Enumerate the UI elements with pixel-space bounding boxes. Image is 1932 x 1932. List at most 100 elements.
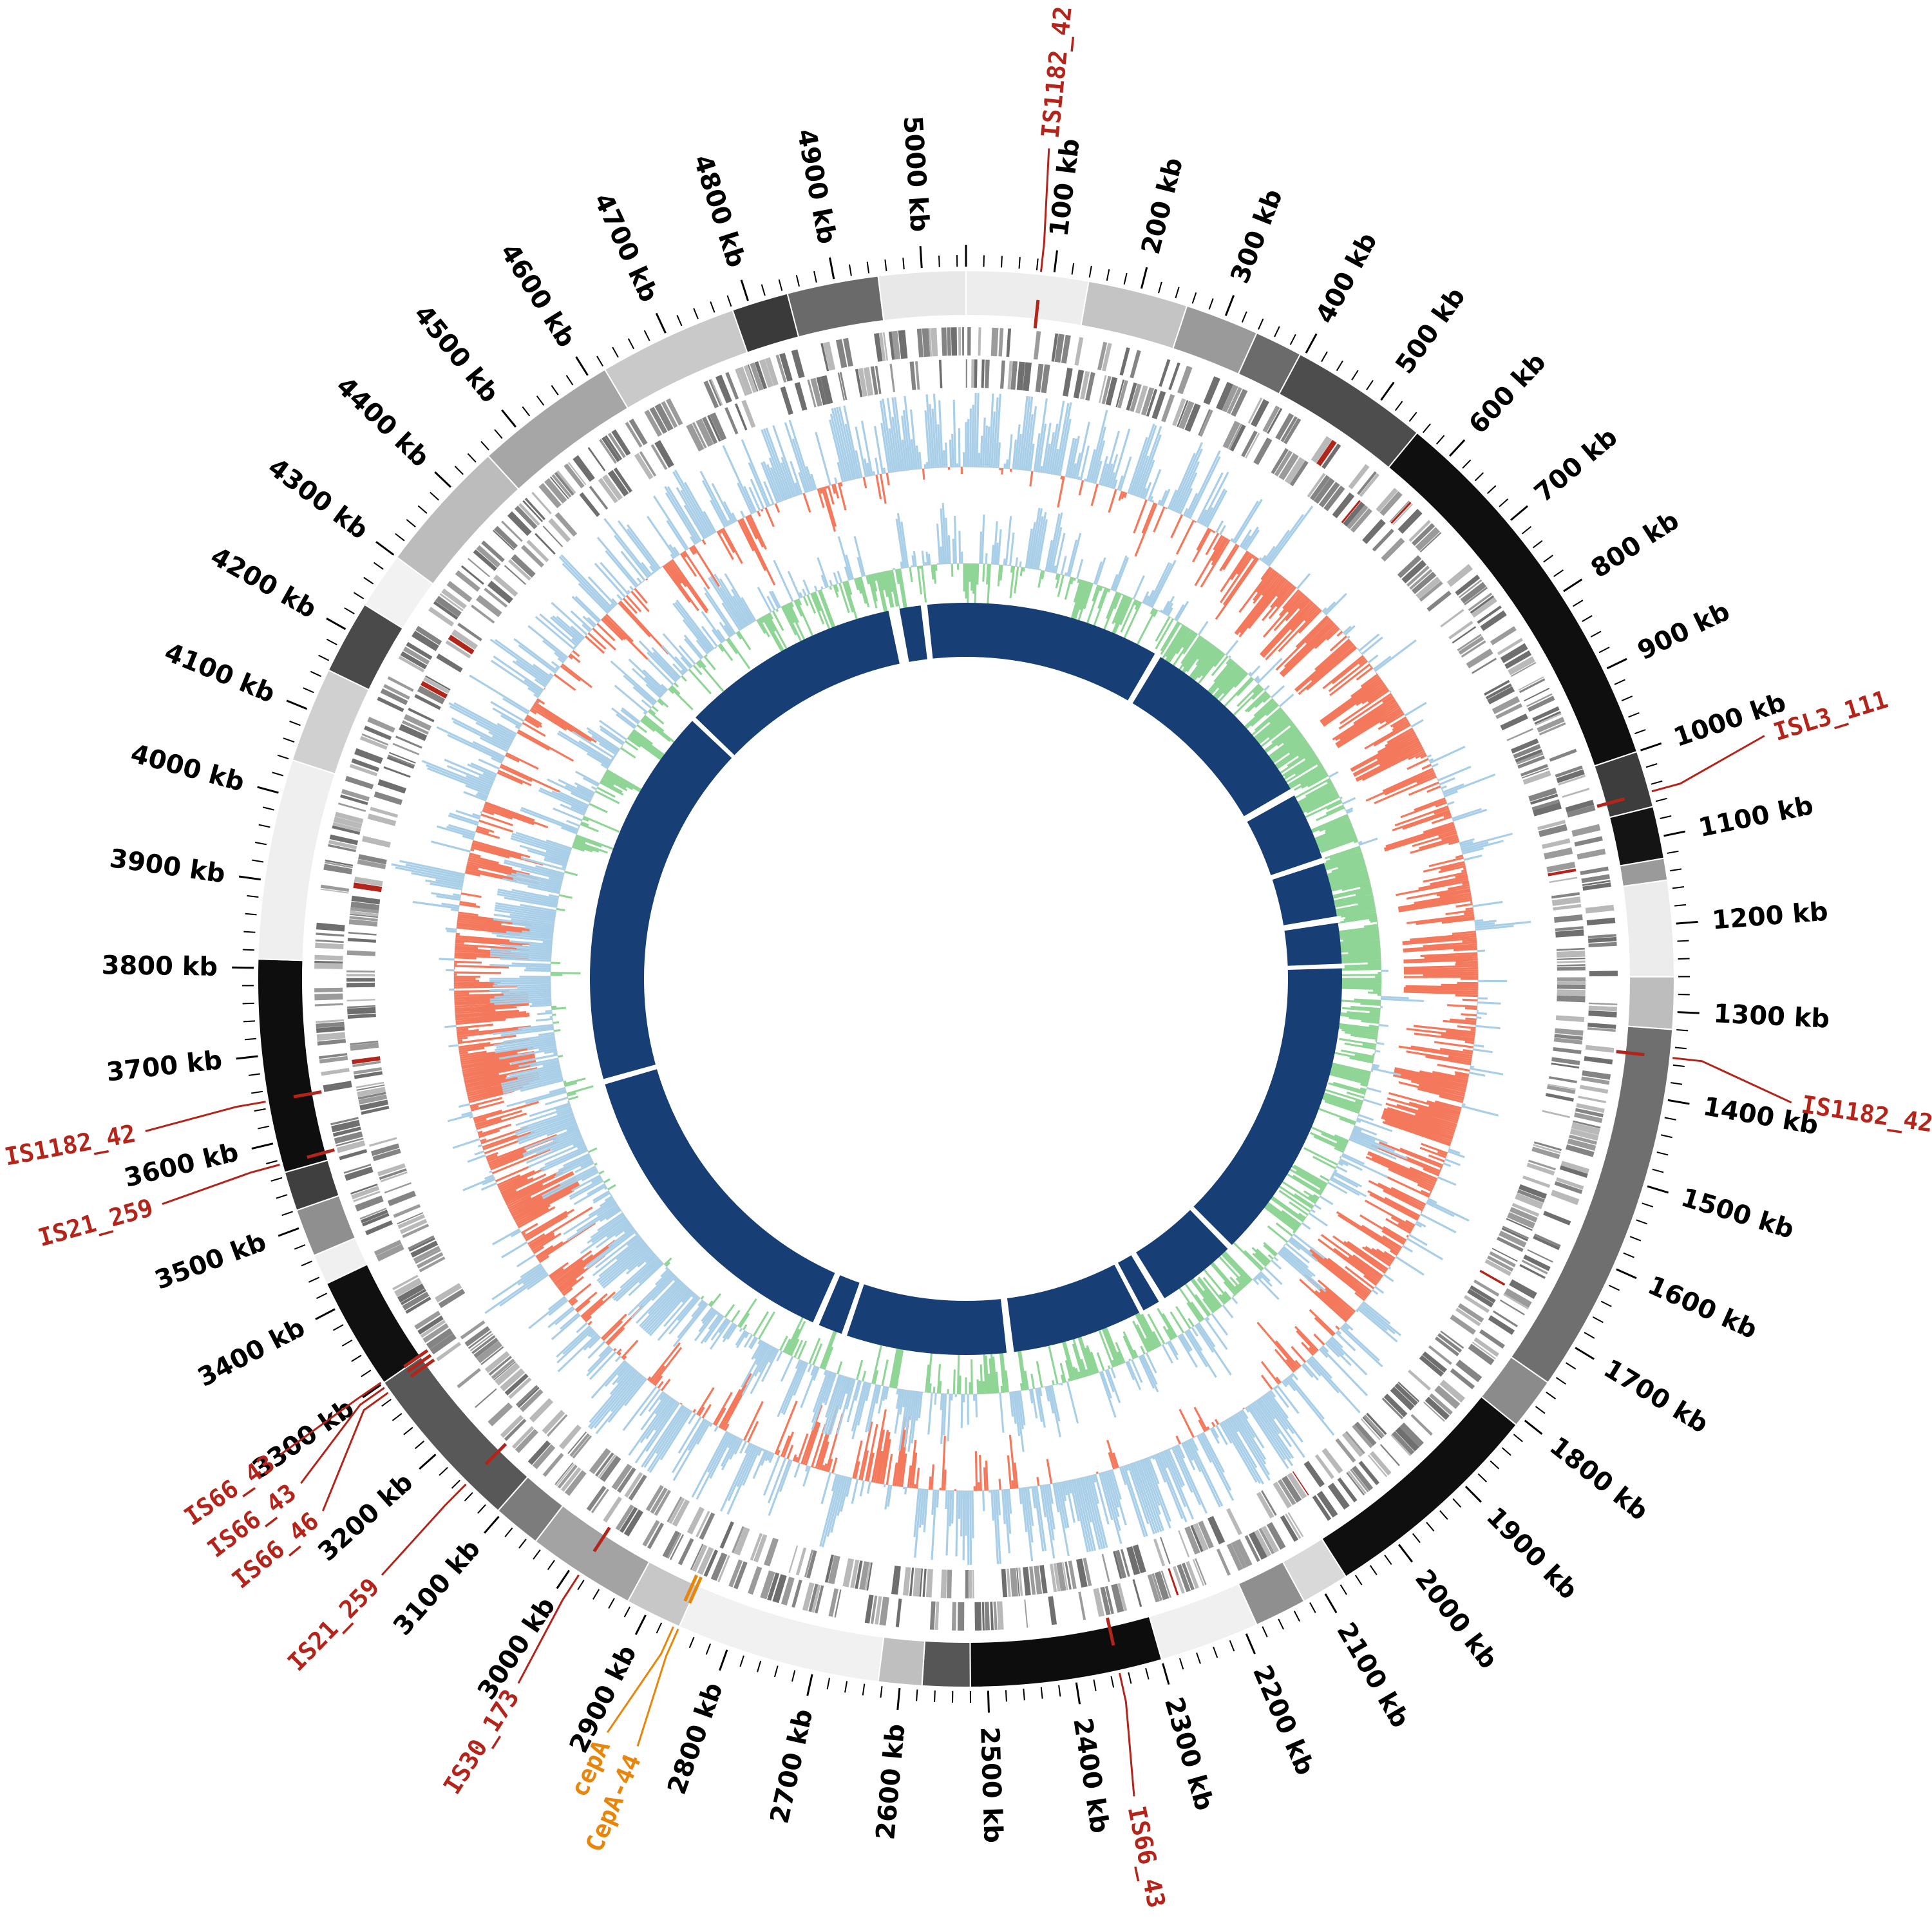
cds-block <box>557 1464 578 1489</box>
cds-block <box>1468 1343 1495 1365</box>
cds-block <box>1416 576 1441 600</box>
cds-block <box>1504 650 1532 669</box>
cds-block <box>333 816 363 829</box>
cds-block <box>843 337 853 367</box>
cds-block <box>346 970 375 973</box>
cds-block <box>1010 361 1018 390</box>
minor-tick <box>1651 780 1663 785</box>
minor-tick <box>1621 696 1633 701</box>
cds-block <box>1557 995 1586 1003</box>
minor-tick <box>884 259 887 272</box>
tick-label: 4400 kb <box>330 371 435 473</box>
cds-block <box>1280 416 1298 442</box>
minor-tick <box>1274 326 1280 337</box>
cds-block <box>1034 1566 1043 1595</box>
cds-block <box>1574 836 1603 847</box>
cds-block <box>870 1595 878 1624</box>
major-tick <box>315 1308 336 1320</box>
cds-block <box>1528 1159 1556 1171</box>
cds-block <box>863 366 874 396</box>
cds-block <box>795 1547 807 1576</box>
cds-block <box>969 1570 972 1599</box>
minor-tick <box>310 670 322 677</box>
gc-content-ring-negative <box>453 466 1479 1491</box>
cds-block <box>1551 1063 1580 1069</box>
cds-block <box>1578 1095 1607 1104</box>
cds-block <box>1285 1513 1302 1539</box>
cds-block <box>347 1005 375 1009</box>
cds-block <box>1589 971 1618 976</box>
cds-block <box>1510 1207 1538 1223</box>
cds-block <box>1303 1461 1325 1488</box>
major-tick <box>1305 333 1318 354</box>
cds-block <box>1007 361 1013 390</box>
cds-block <box>669 1534 685 1560</box>
tick-label: 2800 kb <box>662 1679 729 1798</box>
cds-block <box>1347 504 1368 529</box>
cds-block <box>491 1358 515 1379</box>
cds-block <box>1550 1189 1580 1206</box>
cds-block <box>1359 473 1379 497</box>
cds-block <box>1532 706 1560 722</box>
minor-tick <box>676 315 683 327</box>
cds-block <box>1033 331 1041 360</box>
cds-block <box>1168 362 1180 390</box>
minor-tick <box>1608 1284 1620 1291</box>
cds-block <box>1104 1586 1114 1615</box>
cds-block <box>779 352 793 382</box>
cds-block <box>874 333 883 362</box>
cds-block <box>1450 1314 1476 1335</box>
cds-block <box>1006 1568 1011 1597</box>
major-tick <box>484 1515 500 1534</box>
cds-block <box>1048 1596 1057 1625</box>
minor-tick <box>430 491 439 501</box>
cds-block <box>1548 1076 1577 1084</box>
cds-block <box>1376 488 1398 513</box>
cds-block <box>1360 1418 1381 1441</box>
cds-block <box>788 1545 799 1573</box>
cds-block <box>397 1283 425 1303</box>
minor-tick <box>1584 1332 1595 1339</box>
cds-block <box>839 372 848 401</box>
minor-tick <box>1241 311 1247 323</box>
cds-block <box>677 1538 694 1566</box>
cds-block <box>1316 440 1337 466</box>
cds-block <box>408 708 435 723</box>
cds-block <box>737 366 753 395</box>
tick-label: 1800 kb <box>1544 1431 1653 1526</box>
cds-block <box>1282 1475 1302 1503</box>
cds-block <box>1177 1564 1191 1593</box>
cds-block <box>1111 1584 1124 1613</box>
cds-block <box>1312 1495 1332 1521</box>
cds-block <box>1548 868 1577 876</box>
tick-label: 2200 kb <box>1247 1661 1320 1779</box>
cds-block <box>367 717 395 733</box>
cds-block <box>828 1588 838 1617</box>
cds-block <box>352 1061 381 1068</box>
major-tick <box>1663 830 1686 837</box>
cds-block <box>1489 1251 1516 1267</box>
gene-label: IS30_173 <box>438 1685 525 1799</box>
contig-segment <box>395 455 520 585</box>
major-tick <box>1524 1419 1543 1435</box>
minor-tick <box>1664 1117 1676 1121</box>
cds-block <box>1555 1015 1585 1023</box>
cds-block <box>1501 1227 1528 1242</box>
tick-label: 500 kb <box>1390 282 1471 379</box>
cds-block <box>548 518 571 543</box>
cds-block <box>425 675 451 691</box>
minor-tick <box>849 264 852 276</box>
gene-leader-line <box>636 1628 679 1747</box>
cds-block <box>1580 866 1609 875</box>
cds-block <box>1588 942 1617 947</box>
tick-label: 600 kb <box>1463 347 1551 439</box>
tick-label: 2400 kb <box>1067 1716 1114 1835</box>
cds-block <box>604 435 623 460</box>
cds-block <box>1562 788 1590 798</box>
minor-tick <box>406 519 416 527</box>
cds-block <box>1464 587 1488 605</box>
minor-tick <box>1566 1362 1577 1370</box>
cds-block <box>347 1013 376 1019</box>
cds-block <box>586 1486 607 1511</box>
cds-block <box>1115 1549 1127 1578</box>
